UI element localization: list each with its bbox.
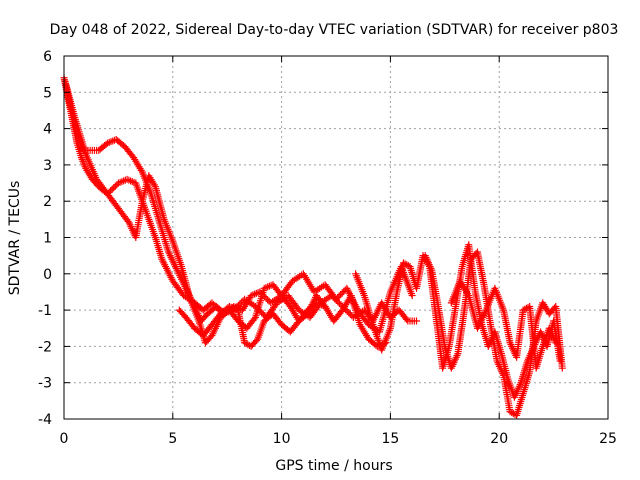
data-point: [264, 296, 272, 304]
series-track-4: [175, 299, 329, 350]
data-point: [413, 317, 421, 325]
x-tick-label: 0: [60, 431, 69, 447]
data-point: [208, 299, 216, 307]
data-point: [332, 295, 340, 303]
data-point: [111, 182, 119, 190]
x-tick-label: 5: [168, 431, 177, 447]
data-point: [556, 357, 564, 365]
y-tick-label: 4: [43, 122, 52, 138]
data-point: [321, 302, 329, 310]
x-tick-label: 20: [490, 431, 508, 447]
data-point: [335, 299, 343, 307]
data-point: [108, 185, 116, 193]
data-point: [343, 307, 351, 315]
y-tick-label: 1: [43, 231, 52, 247]
data-point: [403, 315, 411, 323]
data-point: [335, 292, 343, 300]
data-point: [236, 300, 244, 308]
y-tick-label: 3: [43, 158, 52, 174]
y-tick-label: -1: [38, 303, 52, 319]
data-point: [337, 291, 345, 299]
x-tick-label: 25: [599, 431, 617, 447]
series-track-6: [421, 248, 566, 419]
y-tick-label: 2: [43, 194, 52, 210]
y-tick-label: -2: [38, 339, 52, 355]
y-tick-label: 6: [43, 49, 52, 65]
y-tick-label: -3: [38, 376, 52, 392]
data-point: [338, 289, 346, 297]
data-point: [250, 315, 258, 323]
x-tick-label: 15: [381, 431, 399, 447]
data-point: [334, 294, 342, 302]
y-tick-label: 5: [43, 85, 52, 101]
data-point: [110, 184, 118, 192]
data-points-layer: [60, 74, 566, 419]
y-axis-label: SDTVAR / TECUs: [7, 181, 23, 296]
series-track-7: [447, 277, 560, 372]
axis-layer: 0 5 10 15 20 25 -4 -3 -2 -1 0 1 2 3 4 5 6: [38, 49, 617, 447]
data-point: [408, 292, 416, 300]
series-track-1: [60, 74, 421, 325]
data-point: [552, 339, 560, 347]
x-tick-label: 10: [273, 431, 291, 447]
data-point: [558, 364, 566, 372]
data-point: [345, 309, 353, 317]
y-tick-label: 0: [43, 267, 52, 283]
y-tick-label: -4: [38, 412, 52, 428]
data-point: [346, 310, 354, 318]
x-axis-label: GPS time / hours: [275, 458, 392, 474]
chart-title: Day 048 of 2022, Sidereal Day-to-day VTE…: [50, 22, 619, 38]
